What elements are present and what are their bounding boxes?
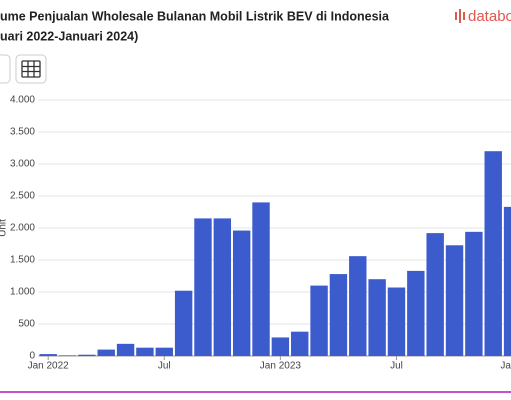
bar (252, 202, 270, 356)
y-tick-label: 3.000 (10, 159, 35, 170)
bar (174, 290, 193, 356)
bar (349, 256, 367, 356)
x-tick-label: Jul (390, 361, 403, 372)
grid-button[interactable] (15, 54, 47, 84)
x-tick-label: Jan 2023 (260, 361, 302, 372)
y-tick-label: 3.500 (10, 127, 35, 138)
bar (116, 343, 135, 356)
bar (155, 347, 173, 356)
y-tick-label: 2.500 (10, 191, 35, 202)
bar (194, 218, 212, 356)
bar (407, 270, 425, 356)
logo-icon (455, 9, 465, 23)
chart-title: ume Penjualan Wholesale Bulanan Mobil Li… (0, 9, 390, 23)
bar (484, 151, 502, 356)
y-tick-label: 4.000 (10, 95, 35, 106)
grid-icon (21, 60, 41, 78)
bar (58, 355, 77, 356)
bar (329, 274, 348, 356)
bar (368, 279, 386, 356)
toolbar (0, 54, 47, 84)
y-tick-label: 1.000 (10, 287, 35, 298)
bar (78, 354, 96, 356)
y-axis-label: Unit (0, 219, 9, 237)
bar (97, 349, 115, 356)
bar (310, 285, 328, 356)
bar (465, 231, 483, 356)
bar (445, 245, 464, 356)
y-tick-label: 500 (18, 319, 35, 330)
chart-subtitle: uari 2022-Januari 2024) (0, 29, 138, 43)
x-tick-label: Jan 2 (500, 361, 511, 372)
logo-text: databo (468, 8, 511, 25)
y-tick-label: 0 (29, 351, 35, 362)
bar (387, 287, 406, 356)
bar (426, 233, 444, 356)
y-tick-label: 2.000 (10, 223, 35, 234)
x-tick-label: Jan 2022 (28, 361, 70, 372)
bar (503, 206, 511, 356)
toolbar-button[interactable] (0, 54, 11, 84)
bar (271, 337, 290, 356)
bar (213, 218, 232, 356)
bar (291, 331, 309, 356)
bar (39, 354, 57, 356)
bar (232, 230, 251, 356)
x-tick-label: Jul (158, 361, 171, 372)
logo: databo (455, 8, 511, 25)
bar (136, 347, 154, 356)
y-tick-label: 1.500 (10, 255, 35, 266)
